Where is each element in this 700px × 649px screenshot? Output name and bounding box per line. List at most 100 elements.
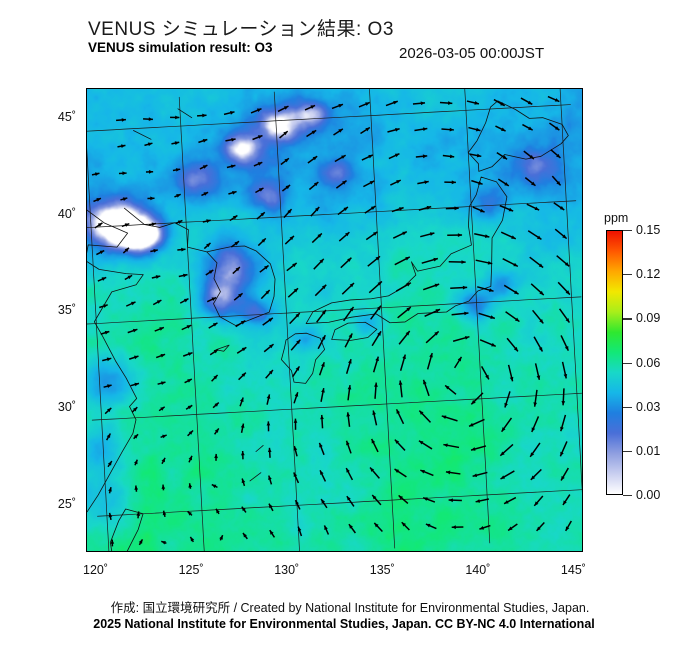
wind-vector-head: [258, 187, 264, 192]
wind-vector-head: [348, 359, 352, 364]
wind-vector-head: [159, 327, 164, 331]
wind-vector-head: [349, 283, 355, 288]
wind-vector-head: [317, 233, 322, 238]
wind-vector-head: [372, 495, 377, 500]
wind-vector-head: [230, 111, 235, 115]
lon-minor-tick-top: [154, 88, 155, 89]
wind-vector-head: [449, 154, 455, 159]
wind-vector-head: [501, 427, 506, 432]
wind-vector-head: [556, 181, 561, 186]
wind-vector-head: [451, 180, 456, 185]
wind-vector-head: [214, 428, 219, 433]
wind-vector-head: [396, 180, 401, 184]
wind-vector-head: [296, 339, 301, 345]
coastline: [109, 508, 144, 551]
wind-vector-head: [321, 388, 325, 393]
wind-vector-head: [454, 206, 459, 211]
wind-vector-head: [264, 265, 269, 270]
wind-vector-head: [560, 426, 564, 432]
lat-major-tick: [86, 311, 87, 312]
wind-vector-head: [538, 263, 544, 268]
lon-minor-tick: [116, 551, 117, 552]
wind-vector-head: [395, 128, 400, 132]
wind-vector-head: [434, 331, 439, 336]
wind-vector-head: [562, 234, 567, 239]
lon-minor-tick: [402, 551, 403, 552]
wind-vector-head: [500, 451, 505, 456]
lat-minor-tick-right: [582, 466, 583, 467]
wind-vector-head: [231, 138, 236, 142]
wind-vector-head: [563, 373, 568, 379]
wind-vector-head: [429, 353, 433, 358]
longitude-axis-label: 140˚: [465, 563, 491, 577]
lat-minor-tick-right: [582, 99, 583, 100]
wind-vector-head: [528, 126, 533, 131]
lon-minor-tick-top: [364, 88, 365, 89]
wind-vector-head: [341, 155, 346, 159]
lon-minor-tick: [307, 551, 308, 552]
wind-vector-head: [393, 100, 398, 105]
wind-vector-head: [234, 241, 239, 246]
wind-vector-head: [504, 182, 509, 186]
wind-vector-head: [370, 206, 376, 211]
wind-vector-head: [134, 459, 138, 465]
wind-vector-head: [260, 212, 265, 217]
wind-vector-head: [285, 185, 291, 190]
wind-vector-head: [268, 317, 273, 322]
lat-minor-tick-right: [582, 176, 583, 177]
lon-minor-tick-top: [402, 88, 403, 89]
wind-vector-head: [396, 409, 401, 414]
wind-vector-head: [530, 475, 536, 480]
wind-vector-head: [134, 355, 139, 360]
wind-vector-head: [445, 470, 451, 475]
wind-vector-head: [240, 451, 245, 456]
coastline: [331, 321, 378, 341]
wind-vector-head: [188, 430, 194, 435]
lon-minor-tick: [555, 551, 556, 552]
wind-vector-head: [107, 407, 112, 413]
wind-vector-head: [107, 384, 112, 388]
wind-vector-head: [240, 423, 245, 428]
wind-vector-head: [162, 434, 167, 439]
wind-vector-head: [99, 250, 105, 255]
wind-vector-head: [186, 325, 192, 329]
wind-vector-head: [479, 526, 484, 530]
wind-vector-head: [313, 182, 319, 187]
lat-minor-tick: [86, 350, 87, 351]
wind-vector-head: [561, 476, 565, 481]
wind-vector-head: [161, 457, 166, 463]
lon-minor-tick-top: [460, 88, 461, 89]
wind-vector-head: [136, 511, 141, 516]
colorbar-tick-label: 0.00: [636, 488, 661, 502]
wind-vector-head: [321, 335, 326, 340]
wind-vector-head: [491, 342, 496, 347]
wind-vector-head: [514, 290, 519, 295]
wind-vector-head: [538, 346, 543, 352]
latitude-axis-label: 45˚: [57, 110, 76, 124]
lat-minor-tick-right: [582, 195, 583, 196]
wind-vector-head: [187, 511, 192, 516]
wind-vector-head: [513, 346, 518, 352]
lon-minor-tick-top: [441, 88, 442, 89]
lon-major-tick-top: [192, 88, 193, 89]
wind-vector-head: [504, 402, 508, 408]
wind-vector-head: [443, 443, 448, 448]
wind-vector-head: [257, 162, 263, 166]
coastline: [255, 445, 264, 453]
coastline: [177, 108, 193, 119]
wind-vector-field: [91, 95, 572, 547]
lon-minor-tick: [517, 551, 518, 552]
footer-credit-line: 作成: 国立環境研究所 / Created by National Instit…: [110, 601, 590, 615]
longitude-axis-label: 125˚: [178, 563, 204, 577]
wind-vector-head: [319, 258, 324, 264]
lat-minor-tick: [86, 331, 87, 332]
wind-vector-head: [377, 281, 382, 286]
lon-minor-tick-top: [230, 88, 231, 89]
lon-minor-tick-top: [555, 88, 556, 89]
wind-vector-head: [108, 487, 112, 492]
lon-minor-tick-top: [498, 88, 499, 89]
wind-vector-head: [476, 153, 482, 158]
longitude-axis-label: 120˚: [83, 563, 109, 577]
colorbar-tick: [623, 450, 632, 453]
wind-vector-head: [138, 539, 143, 544]
